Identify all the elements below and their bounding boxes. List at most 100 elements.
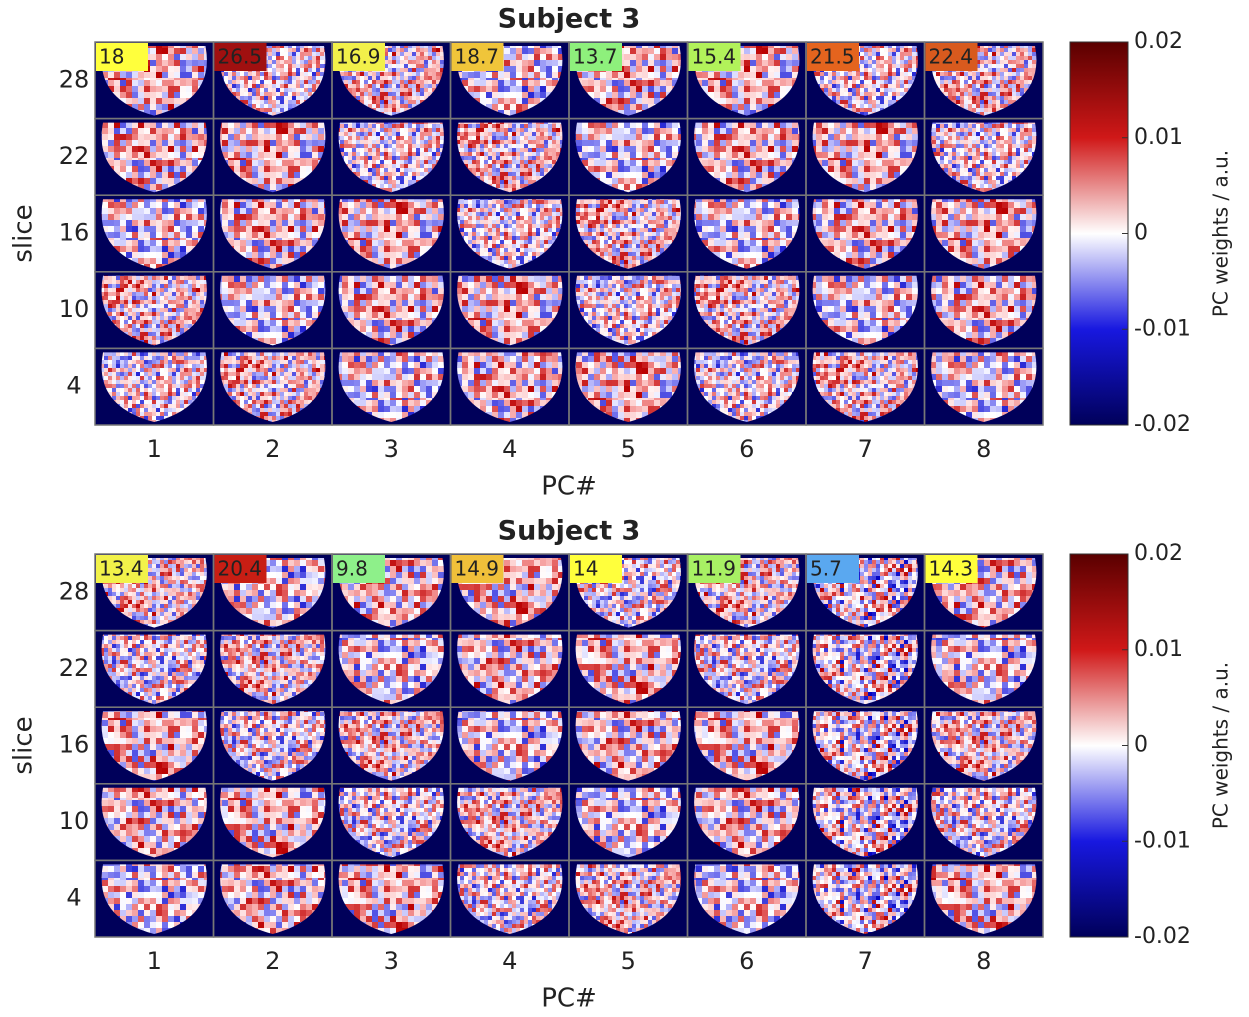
brain-slice xyxy=(575,122,681,193)
x-tick-label: 8 xyxy=(976,947,991,975)
pc-label: 26.5 xyxy=(218,45,263,69)
panel-title: Subject 3 xyxy=(498,4,641,35)
y-tick-label: 4 xyxy=(66,884,81,912)
brain-slice xyxy=(694,787,800,858)
pc-label-box xyxy=(96,555,148,583)
pc-label: 18.7 xyxy=(455,45,500,69)
pc-label: 14 xyxy=(573,557,598,581)
brain-slice xyxy=(812,711,918,781)
brain-slice xyxy=(575,199,681,269)
x-tick-label: 6 xyxy=(739,947,754,975)
y-tick-label: 16 xyxy=(59,731,90,759)
x-tick-label: 2 xyxy=(265,947,280,975)
brain-slice xyxy=(931,352,1037,422)
brain-slice xyxy=(812,787,918,858)
colorbar-tick-label: 0.01 xyxy=(1134,125,1183,150)
brain-slice xyxy=(931,199,1037,269)
y-tick-label: 10 xyxy=(59,295,90,323)
colorbar-tick-label: -0.02 xyxy=(1134,924,1191,949)
colorbar xyxy=(1069,553,1129,938)
pc-label: 18 xyxy=(99,45,124,69)
pc-label-box xyxy=(451,43,504,71)
brain-slice xyxy=(694,864,800,934)
pc-label: 15.4 xyxy=(692,45,737,69)
colorbar-tick-label: -0.01 xyxy=(1134,828,1191,853)
brain-slice xyxy=(101,275,207,346)
colorbar-label: PC weights / a.u. xyxy=(1209,662,1233,829)
brain-slice xyxy=(338,352,444,422)
brain-slice xyxy=(694,199,800,269)
brain-slice xyxy=(694,711,800,781)
brain-slice xyxy=(457,275,563,346)
x-axis-label: PC# xyxy=(541,472,597,502)
pc-label: 21.5 xyxy=(810,45,855,69)
pc-label-box xyxy=(96,43,148,71)
brain-slice xyxy=(457,634,563,705)
pc-label-box xyxy=(333,43,385,71)
brain-slice xyxy=(338,787,444,858)
brain-slice xyxy=(220,787,326,858)
x-tick-label: 2 xyxy=(265,435,280,463)
x-tick-label: 3 xyxy=(384,435,399,463)
pc-label: 14.9 xyxy=(455,557,500,581)
colorbar-tick-label: 0.01 xyxy=(1134,637,1183,662)
pc-label-box xyxy=(451,555,504,583)
x-tick-label: 8 xyxy=(976,435,991,463)
brain-slice xyxy=(338,199,444,269)
pc-label-box xyxy=(807,555,859,583)
pc-label-box xyxy=(214,555,267,583)
brain-slice xyxy=(931,122,1037,193)
y-tick-label: 10 xyxy=(59,807,90,835)
brain-slice xyxy=(457,711,563,781)
colorbar-tick-label: 0 xyxy=(1134,221,1148,246)
brain-slice xyxy=(101,122,207,193)
colorbar xyxy=(1069,41,1129,426)
brain-slice xyxy=(101,711,207,781)
x-tick-label: 6 xyxy=(739,435,754,463)
brain-slice xyxy=(338,122,444,193)
pc-label: 13.4 xyxy=(99,557,144,581)
pc-label: 22.4 xyxy=(929,45,974,69)
colorbar-label: PC weights / a.u. xyxy=(1209,150,1233,317)
brain-slice xyxy=(931,275,1037,346)
pc-label-box xyxy=(688,555,741,583)
pc-label: 9.8 xyxy=(336,557,368,581)
brain-slice xyxy=(931,864,1037,934)
panel-title: Subject 3 xyxy=(498,516,641,547)
pc-label-box xyxy=(214,43,267,71)
colorbar-tick-label: 0.02 xyxy=(1134,29,1183,54)
pc-label: 20.4 xyxy=(218,557,263,581)
brain-slice xyxy=(812,352,918,422)
y-tick-label: 16 xyxy=(59,219,90,247)
x-tick-label: 7 xyxy=(858,435,873,463)
x-tick-label: 4 xyxy=(502,435,517,463)
brain-slice xyxy=(812,634,918,705)
brain-slice xyxy=(338,634,444,705)
y-tick-label: 4 xyxy=(66,372,81,400)
x-tick-label: 4 xyxy=(502,947,517,975)
brain-slice xyxy=(457,122,563,193)
brain-slice xyxy=(220,352,326,422)
pc-label-box xyxy=(807,43,859,71)
brain-slice xyxy=(457,864,563,934)
pc-label-box xyxy=(925,555,978,583)
pc-label: 11.9 xyxy=(692,557,737,581)
brain-slice xyxy=(575,352,681,422)
brain-slice xyxy=(812,864,918,934)
brain-slice xyxy=(338,864,444,934)
brain-slice xyxy=(694,275,800,346)
brain-slice xyxy=(220,864,326,934)
brain-slice xyxy=(101,787,207,858)
x-tick-label: 5 xyxy=(621,947,636,975)
brain-slice xyxy=(812,275,918,346)
pc-label-box xyxy=(570,555,622,583)
brain-slice xyxy=(220,122,326,193)
y-tick-label: 28 xyxy=(59,577,90,605)
brain-slice xyxy=(338,711,444,781)
brain-slice xyxy=(694,352,800,422)
x-axis-label: PC# xyxy=(541,984,597,1014)
cell-border xyxy=(923,347,1044,426)
brain-slice xyxy=(694,634,800,705)
brain-slice xyxy=(457,199,563,269)
